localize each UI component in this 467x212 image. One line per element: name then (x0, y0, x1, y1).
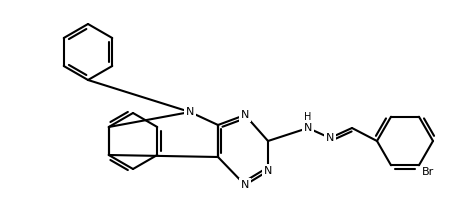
Text: N: N (186, 107, 194, 117)
Text: N: N (304, 123, 312, 133)
Text: N: N (241, 110, 249, 120)
Text: N: N (241, 180, 249, 190)
Text: N: N (264, 166, 272, 176)
Text: H: H (304, 112, 311, 122)
Text: N: N (326, 133, 334, 143)
Text: Br: Br (422, 167, 434, 177)
